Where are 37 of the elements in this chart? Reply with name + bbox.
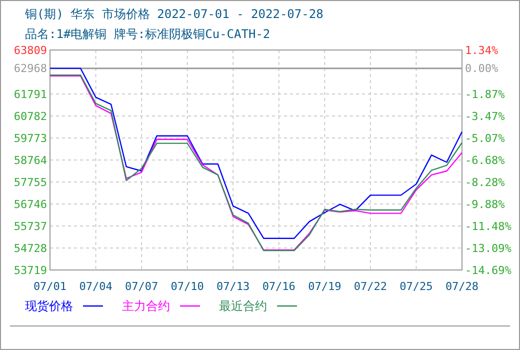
- y2-tick-label: -3.47%: [465, 110, 506, 123]
- x-tick-label: 07/01: [33, 280, 67, 293]
- x-tick-label: 07/13: [216, 280, 250, 293]
- y2-tick-label: 1.34%: [465, 44, 498, 57]
- y-tick-label: 59773: [14, 132, 47, 145]
- legend-label: 现货价格: [25, 299, 73, 313]
- y-tick-label: 63809: [14, 44, 47, 57]
- y-tick-label: 60782: [14, 110, 47, 123]
- y2-tick-label: -6.68%: [465, 154, 506, 167]
- y-tick-label: 58764: [14, 154, 48, 167]
- x-tick-label: 07/16: [262, 280, 296, 293]
- y2-tick-label: -1.87%: [465, 88, 506, 101]
- y-tick-label: 56746: [14, 198, 47, 211]
- x-tick-label: 07/22: [354, 280, 388, 293]
- x-tick-label: 07/04: [79, 280, 113, 293]
- y2-tick-label: -13.09%: [465, 242, 512, 255]
- legend-label: 最近合约: [219, 299, 267, 313]
- x-tick-label: 07/28: [445, 280, 479, 293]
- y2-tick-label: -5.07%: [465, 132, 506, 145]
- chart-title: 铜(期) 华东 市场价格 2022-07-01 - 2022-07-28: [24, 7, 324, 21]
- x-tick-label: 07/25: [400, 280, 433, 293]
- x-tick-label: 07/19: [308, 280, 342, 293]
- chart-subtitle: 品名:1#电解铜 牌号:标准阴极铜Cu-CATH-2: [25, 27, 270, 41]
- y2-tick-label: -11.48%: [465, 220, 512, 233]
- y-tick-label: 61791: [14, 88, 47, 101]
- y-tick-label: 57755: [14, 176, 47, 189]
- x-tick-label: 07/10: [170, 280, 204, 293]
- y2-tick-label: -8.28%: [465, 176, 506, 189]
- y2-tick-label: 0.00%: [465, 62, 498, 76]
- y-tick-label: 53719: [14, 264, 47, 277]
- y2-tick-label: -14.69%: [465, 264, 512, 277]
- x-tick-label: 07/07: [124, 280, 158, 293]
- y-tick-label: 62968: [14, 62, 47, 76]
- legend-label: 主力合约: [122, 299, 170, 313]
- y-tick-label: 55737: [14, 220, 47, 233]
- y2-tick-label: -9.88%: [465, 198, 506, 211]
- y-tick-label: 54728: [14, 242, 47, 255]
